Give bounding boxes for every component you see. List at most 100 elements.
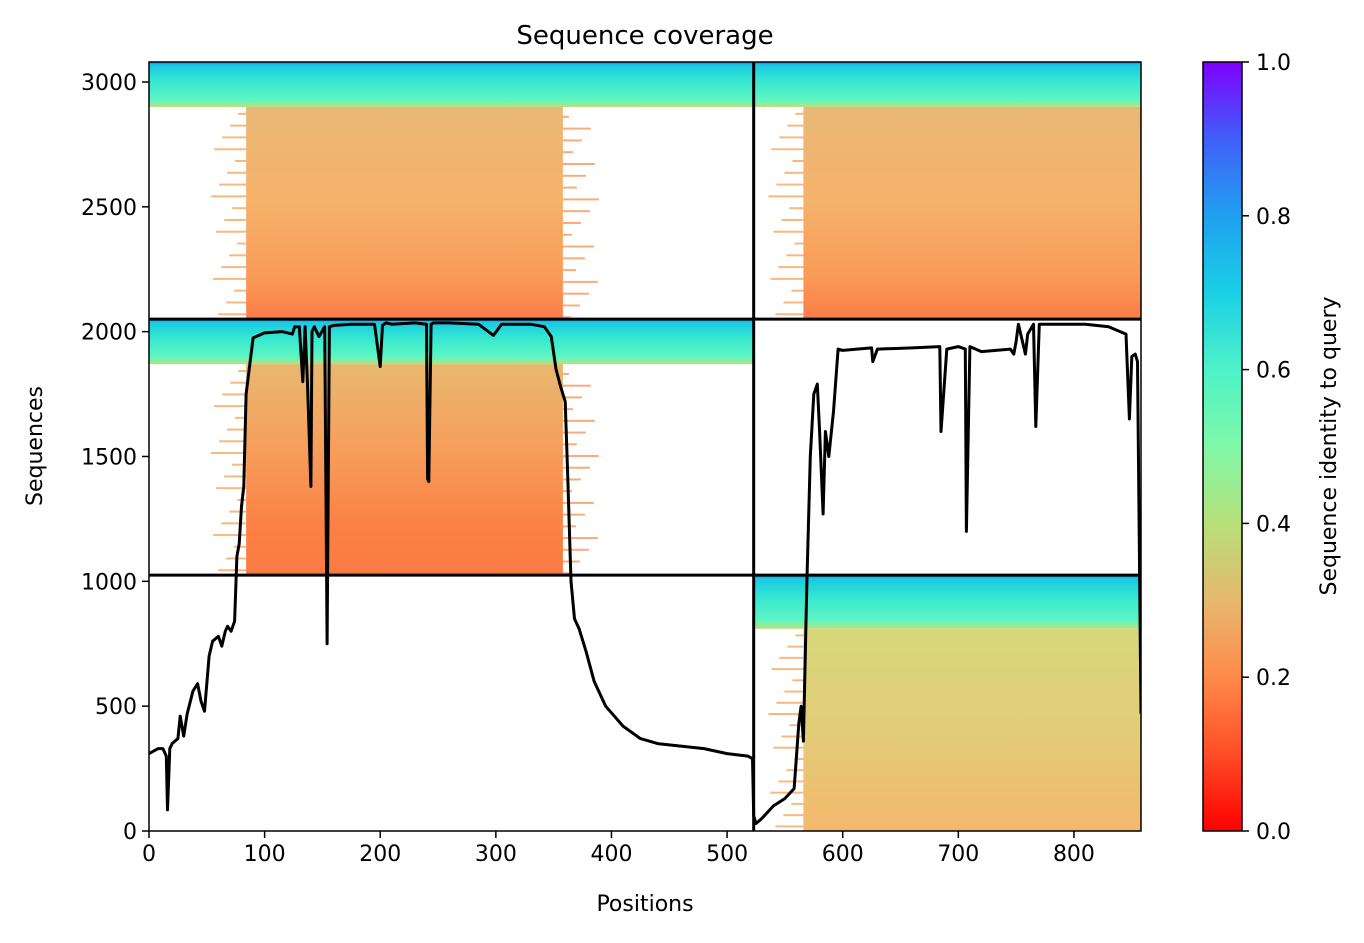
ragged-edge xyxy=(779,136,804,139)
colorbar-tick-label: 0.6 xyxy=(1256,359,1291,384)
ragged-edge xyxy=(1141,682,1173,684)
x-tick-label: 600 xyxy=(822,842,864,867)
ragged-edge xyxy=(562,455,599,458)
ragged-edge xyxy=(789,207,804,210)
ragged-edge xyxy=(1141,139,1160,141)
ragged-edge xyxy=(787,645,804,648)
ragged-edge xyxy=(778,780,804,783)
ragged-edge xyxy=(562,292,589,295)
chart-title: Sequence coverage xyxy=(516,21,773,51)
ragged-edge xyxy=(792,159,804,162)
x-tick-label: 300 xyxy=(475,842,517,867)
ragged-edge xyxy=(778,266,804,269)
ragged-edge xyxy=(230,124,247,127)
ragged-edge xyxy=(562,478,581,481)
ragged-edge xyxy=(562,210,590,213)
ragged-edge xyxy=(237,242,247,245)
ragged-edge xyxy=(562,115,569,118)
ragged-edge xyxy=(562,408,573,411)
low-identity-block xyxy=(803,106,1141,320)
ragged-edge xyxy=(786,254,804,257)
colorbar-label: Sequence identity to query xyxy=(1317,296,1342,595)
ragged-edge xyxy=(562,198,599,201)
ragged-edge xyxy=(795,634,804,637)
ragged-edge xyxy=(562,221,581,224)
ragged-edge xyxy=(1141,151,1151,153)
colorbar xyxy=(1202,61,1243,832)
ragged-edge xyxy=(775,825,804,828)
ragged-edge xyxy=(779,656,804,659)
ragged-edge xyxy=(1141,304,1158,306)
ragged-edge xyxy=(214,405,247,408)
ragged-edge xyxy=(562,537,598,540)
ragged-edge xyxy=(230,381,247,384)
ragged-edge xyxy=(776,183,804,186)
ragged-edge xyxy=(226,301,247,304)
ragged-edge xyxy=(781,735,804,738)
ragged-edge xyxy=(1141,210,1168,212)
ragged-edge xyxy=(562,269,576,272)
ragged-edge xyxy=(562,501,594,504)
ragged-edge xyxy=(214,148,247,151)
ragged-edge xyxy=(235,159,247,162)
ragged-edge xyxy=(1141,316,1149,318)
y-axis-ticks: 0 500 1000 1500 2000 2500 3000 xyxy=(81,71,149,845)
ragged-edge xyxy=(219,440,247,443)
ragged-edge xyxy=(229,510,247,513)
ragged-edge xyxy=(1141,257,1163,259)
x-tick-label: 500 xyxy=(706,842,748,867)
ragged-edge xyxy=(562,396,582,399)
ragged-edge xyxy=(1141,716,1177,718)
coverage-line xyxy=(149,321,1141,825)
x-tick-label: 0 xyxy=(142,842,156,867)
ragged-edge xyxy=(562,513,585,516)
ragged-edge xyxy=(562,572,571,575)
ragged-edge xyxy=(783,814,804,817)
colorbar-tick-label: 1.0 xyxy=(1256,51,1291,76)
ragged-edge xyxy=(562,257,585,260)
ragged-edge xyxy=(213,534,247,537)
ragged-edge xyxy=(211,452,247,455)
ragged-edge xyxy=(795,112,804,115)
ragged-edge xyxy=(1141,806,1167,808)
ragged-edge xyxy=(1141,817,1158,819)
high-identity-block xyxy=(149,62,754,107)
x-axis-label: Positions xyxy=(596,892,693,917)
ragged-edge xyxy=(224,475,247,478)
ragged-edge xyxy=(773,746,804,749)
ragged-edge xyxy=(794,242,804,245)
ragged-edge xyxy=(770,277,804,280)
y-axis-label: Sequences xyxy=(23,386,48,506)
ragged-edge xyxy=(1141,116,1147,118)
y-tick-label: 0 xyxy=(123,820,137,845)
low-identity-block xyxy=(246,364,563,576)
ragged-edge xyxy=(791,802,804,805)
ragged-edge xyxy=(562,443,577,446)
ragged-edge xyxy=(227,428,247,431)
ragged-edge xyxy=(232,207,247,210)
ragged-edge xyxy=(781,218,804,221)
ragged-edge xyxy=(211,195,247,198)
ragged-edge xyxy=(1141,246,1172,248)
ragged-edge xyxy=(792,679,804,682)
x-tick-label: 200 xyxy=(359,842,401,867)
ragged-edge xyxy=(1141,637,1147,639)
ragged-edge xyxy=(1141,761,1172,763)
ragged-edge xyxy=(770,791,804,794)
ragged-edge xyxy=(224,218,247,221)
ragged-edge xyxy=(1141,269,1154,271)
ragged-edge xyxy=(222,136,247,139)
ragged-edge xyxy=(562,548,589,551)
ragged-edge xyxy=(562,466,590,469)
ragged-edge xyxy=(794,757,804,760)
ragged-edge xyxy=(1141,281,1176,283)
ragged-edge xyxy=(1141,293,1167,295)
y-tick-label: 2000 xyxy=(81,321,137,346)
ragged-edge xyxy=(784,690,804,693)
low-identity-block xyxy=(246,106,563,320)
y-tick-label: 500 xyxy=(95,695,137,720)
high-identity-block xyxy=(753,62,1141,107)
y-tick-label: 1500 xyxy=(81,445,137,470)
ragged-edge xyxy=(771,148,804,151)
plot-frame xyxy=(148,61,1142,832)
